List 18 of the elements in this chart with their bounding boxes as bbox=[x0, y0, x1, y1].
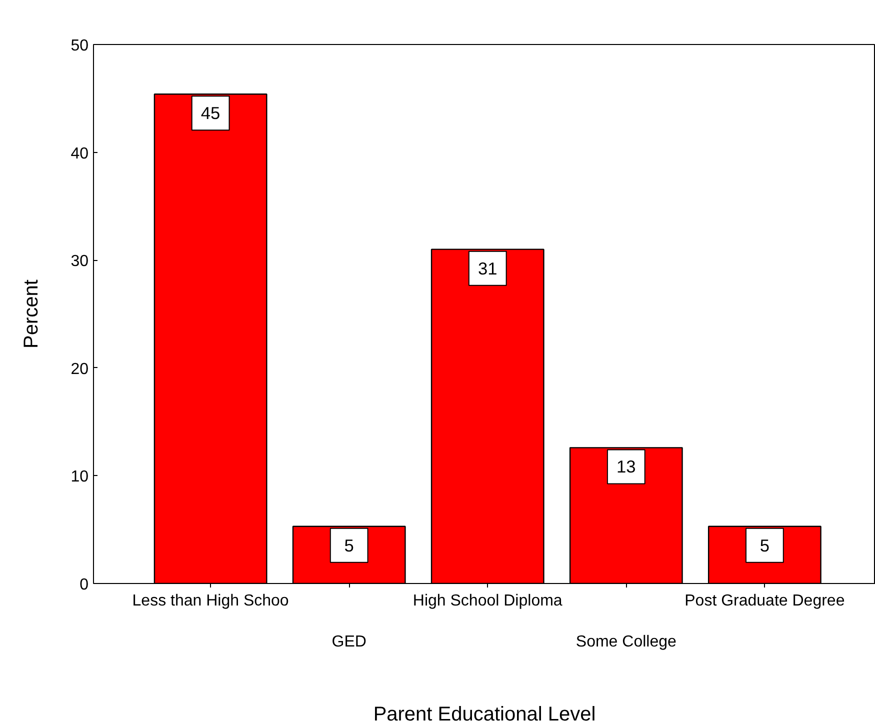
y-tick-label: 30 bbox=[70, 253, 89, 270]
y-tick-label: 50 bbox=[70, 38, 89, 54]
x-tick-label: High School Diploma bbox=[412, 592, 562, 610]
y-tick-label: 0 bbox=[80, 576, 89, 594]
data-label: 5 bbox=[344, 535, 354, 556]
x-tick-label: Post Graduate Degree bbox=[684, 592, 845, 610]
y-tick-label: 10 bbox=[70, 468, 89, 486]
x-axis-title: Parent Educational Level bbox=[373, 703, 596, 726]
x-tick-label: Some College bbox=[576, 633, 676, 650]
y-tick-label: 40 bbox=[70, 145, 89, 162]
y-axis-title: Percent bbox=[20, 279, 43, 348]
data-label: 45 bbox=[200, 103, 220, 124]
x-tick-label: Less than High Schoo bbox=[132, 592, 289, 610]
x-tick-label: GED bbox=[332, 633, 366, 650]
data-label: 13 bbox=[616, 456, 636, 477]
data-label: 31 bbox=[478, 258, 498, 278]
data-label: 5 bbox=[760, 535, 770, 556]
y-tick-label: 20 bbox=[70, 360, 89, 378]
